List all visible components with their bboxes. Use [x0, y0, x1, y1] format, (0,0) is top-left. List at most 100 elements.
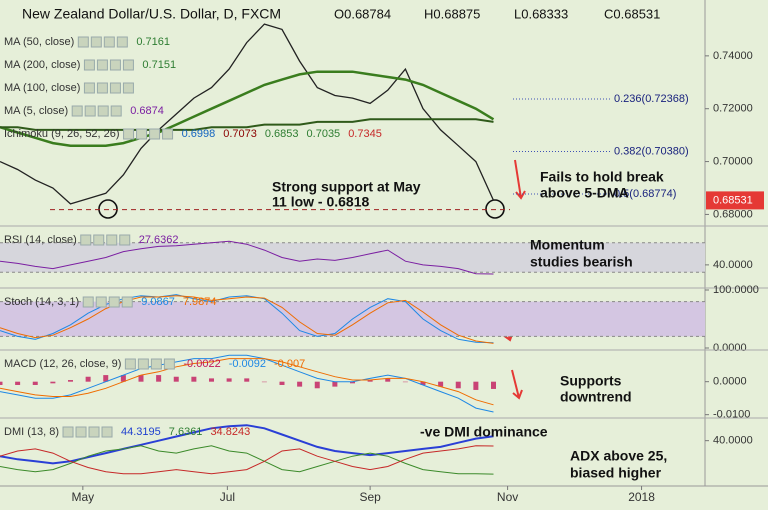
legend-icon	[88, 426, 100, 438]
legend-value: 0.7161	[136, 36, 170, 48]
annotation: -ve DMI dominance	[420, 424, 548, 440]
annotation: Fails to hold break	[540, 169, 664, 185]
legend-icon	[83, 82, 95, 94]
legend-value: 0.7151	[142, 59, 176, 71]
legend-icon	[162, 128, 174, 140]
legend-value: 44.3195	[121, 426, 161, 438]
fib-label: 0.236(0.72368)	[614, 93, 689, 105]
histogram-bar	[156, 375, 162, 382]
legend-value: 0.6853	[265, 128, 299, 140]
legend-icon	[97, 105, 109, 117]
legend-icon	[116, 36, 128, 48]
annotation: studies bearish	[530, 254, 633, 270]
histogram-bar	[244, 378, 250, 382]
legend-icon	[80, 234, 92, 246]
legend-icon	[77, 36, 89, 48]
legend-icon	[150, 358, 162, 370]
histogram-bar	[402, 381, 408, 383]
legend-icon	[123, 128, 135, 140]
series-line	[0, 70, 495, 147]
histogram-bar	[261, 381, 267, 383]
histogram-bar	[68, 380, 73, 382]
histogram-bar	[50, 381, 56, 384]
chart-title: New Zealand Dollar/U.S. Dollar, D, FXCM	[22, 6, 281, 22]
legend-icon	[71, 105, 83, 117]
legend-value: 9.0867	[141, 296, 175, 308]
legend-icon	[119, 234, 131, 246]
y-tick-label: 0.72000	[713, 103, 753, 115]
y-tick-label: 0.74000	[713, 50, 753, 62]
legend-value: -0.0022	[183, 358, 220, 370]
annotation: above 5-DMA	[540, 185, 629, 201]
y-tick-label: 0.70000	[713, 155, 753, 167]
x-tick-label: May	[72, 490, 95, 504]
histogram-bar	[491, 381, 496, 389]
annotation: Supports	[560, 373, 622, 389]
x-tick-label: Jul	[220, 490, 235, 504]
y-tick-label: 0.0000	[713, 342, 747, 354]
histogram-bar	[297, 381, 303, 387]
legend-icon	[101, 426, 113, 438]
annotation: biased higher	[570, 465, 662, 481]
annotation: Strong support at May	[272, 179, 421, 195]
legend-value: 27.6362	[139, 234, 179, 246]
histogram-bar	[15, 381, 21, 385]
legend-icon	[124, 358, 136, 370]
legend-icon	[96, 82, 108, 94]
ohlc: H0.68875	[424, 6, 480, 21]
histogram-bar	[138, 375, 144, 382]
legend-value: 0.6874	[130, 105, 164, 117]
legend-icon	[106, 234, 118, 246]
legend-icon	[136, 128, 148, 140]
annotation: Momentum	[530, 237, 605, 253]
series-line	[0, 294, 494, 344]
y-tick-label: 40.0000	[713, 259, 753, 271]
arrow	[514, 159, 526, 200]
histogram-bar	[191, 376, 197, 382]
legend-icon	[95, 296, 107, 308]
low-circle	[98, 199, 118, 219]
legend-icon	[90, 36, 102, 48]
legend-name: MA (50, close)	[4, 36, 74, 48]
price-tag	[706, 191, 764, 210]
y-tick-label: -0.0100	[713, 409, 750, 421]
legend-icon	[75, 426, 87, 438]
series-line	[0, 240, 494, 275]
legend-icon	[137, 358, 149, 370]
legend-icon	[84, 105, 96, 117]
annotation: ADX above 25,	[570, 448, 667, 464]
price-tag-label: 0.68531	[713, 194, 753, 206]
legend-name: MA (5, close)	[4, 105, 68, 117]
legend-icon	[110, 105, 122, 117]
series-line	[0, 445, 494, 475]
legend-icon	[149, 128, 161, 140]
legend-icon	[62, 426, 74, 438]
histogram-bar	[226, 378, 232, 382]
histogram-bar	[173, 376, 179, 382]
legend-name: RSI (14, close)	[4, 234, 77, 246]
legend-name: MA (100, close)	[4, 82, 80, 94]
x-tick-label: Sep	[359, 490, 381, 504]
legend-value: 0.6998	[182, 128, 216, 140]
legend-value: -0.007	[274, 358, 305, 370]
legend-name: Stoch (14, 3, 1)	[4, 296, 79, 308]
legend-icon	[93, 234, 105, 246]
legend-name: Ichimoku (9, 26, 52, 26)	[4, 128, 120, 140]
x-tick-label: 2018	[628, 490, 655, 504]
histogram-bar	[455, 381, 461, 389]
ohlc: C0.68531	[604, 6, 660, 21]
histogram-bar	[103, 375, 109, 382]
series-line	[0, 445, 494, 475]
series-line	[0, 358, 494, 406]
legend-value: 0.7073	[223, 128, 257, 140]
histogram-bar	[420, 381, 426, 385]
series-line	[0, 354, 494, 413]
legend-icon	[121, 296, 133, 308]
series-line	[0, 118, 494, 131]
legend-icon	[103, 36, 115, 48]
legend-value: -0.0092	[229, 358, 266, 370]
legend-value: 34.8243	[210, 426, 250, 438]
y-tick-label: 0.68000	[713, 208, 753, 220]
histogram-bar	[32, 381, 38, 385]
